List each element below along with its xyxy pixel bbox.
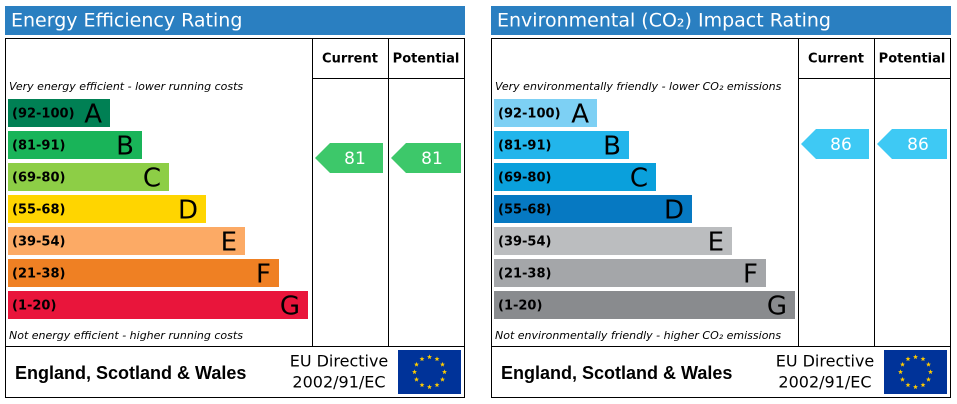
current-rating-arrow: [801, 129, 869, 159]
band-letter: E: [221, 228, 237, 258]
rating-band: [494, 195, 692, 223]
band-range: (1-20): [12, 299, 56, 314]
band-letter: B: [603, 132, 621, 162]
current-header: Current: [322, 52, 378, 67]
band-range: (81-91): [498, 139, 551, 154]
band-range: (81-91): [12, 139, 65, 154]
potential-rating-arrow: [391, 143, 461, 173]
rating-band: [494, 99, 597, 127]
eu-star: [926, 376, 931, 382]
bottom-note: Not energy efficient - higher running co…: [9, 329, 243, 342]
band-range: (92-100): [498, 107, 561, 122]
rating-band: [8, 163, 169, 191]
potential-header: Potential: [879, 52, 946, 67]
potential-rating: 81: [421, 149, 443, 169]
band-range: (21-38): [498, 267, 551, 282]
current-header: Current: [808, 52, 864, 67]
potential-header: Potential: [393, 52, 460, 67]
band-letter: E: [708, 228, 724, 258]
band-letter: F: [743, 260, 758, 290]
panel-title: Energy Efficiency Rating: [11, 10, 242, 32]
potential-rating-arrow: [877, 129, 947, 159]
eu-star: [928, 369, 933, 375]
eu-star: [905, 356, 911, 362]
band-range: (69-80): [498, 171, 551, 186]
eu-star: [920, 356, 926, 362]
panel-title: Environmental (CO₂) Impact Rating: [497, 10, 831, 32]
band-letter: F: [256, 260, 271, 290]
eu-star: [434, 356, 440, 362]
eu-star: [414, 376, 419, 382]
band-range: (1-20): [498, 299, 542, 314]
directive-line: 2002/91/EC: [778, 373, 871, 392]
band-range: (92-100): [12, 107, 75, 122]
top-note: Very environmentally friendly - lower CO…: [495, 80, 782, 93]
band-letter: D: [664, 196, 684, 226]
rating-band: [8, 291, 308, 319]
eu-star: [419, 356, 425, 362]
eu-star: [913, 384, 918, 390]
eu-star: [427, 384, 432, 390]
rating-band: [8, 99, 110, 127]
eu-star: [414, 361, 419, 367]
rating-band: [8, 259, 279, 287]
band-letter: B: [116, 132, 134, 162]
rating-band: [8, 195, 206, 223]
band-letter: C: [630, 164, 648, 194]
band-range: (55-68): [498, 203, 551, 218]
rating-band: [494, 163, 656, 191]
directive-line: EU Directive: [290, 352, 389, 371]
rating-band: [8, 131, 142, 159]
eu-star: [427, 354, 432, 360]
band-letter: A: [571, 100, 589, 130]
eu-star: [900, 376, 905, 382]
eu-star: [412, 369, 417, 375]
band-letter: G: [280, 292, 300, 322]
band-range: (39-54): [12, 235, 65, 250]
band-letter: A: [84, 100, 102, 130]
bottom-note: Not environmentally friendly - higher CO…: [495, 329, 781, 342]
band-letter: G: [767, 292, 787, 322]
title-bar: [491, 6, 951, 35]
eu-star: [905, 382, 911, 388]
current-rating: 86: [830, 135, 852, 155]
rating-band: [494, 131, 629, 159]
eu-star: [442, 369, 447, 375]
eu-star: [440, 361, 445, 367]
potential-rating: 86: [907, 135, 929, 155]
band-range: (69-80): [12, 171, 65, 186]
band-letter: D: [178, 196, 198, 226]
rating-panel: Environmental (CO₂) Impact Rating Current…: [491, 6, 951, 398]
eu-star: [434, 382, 440, 388]
current-rating: 81: [344, 149, 366, 169]
rating-band: [494, 227, 732, 255]
eu-star: [900, 361, 905, 367]
title-bar: [5, 6, 465, 35]
eu-star: [898, 369, 903, 375]
eu-star: [440, 376, 445, 382]
rating-band: [494, 259, 766, 287]
eu-star: [920, 382, 926, 388]
directive-line: 2002/91/EC: [292, 373, 385, 392]
top-note: Very energy efficient - lower running co…: [9, 80, 243, 93]
eu-star: [913, 354, 918, 360]
band-range: (21-38): [12, 267, 65, 282]
band-letter: C: [143, 164, 161, 194]
band-range: (39-54): [498, 235, 551, 250]
band-range: (55-68): [12, 203, 65, 218]
current-rating-arrow: [315, 143, 383, 173]
rating-band: [8, 227, 245, 255]
footer-region: England, Scotland & Wales: [15, 363, 246, 383]
eu-star: [419, 382, 425, 388]
eu-star: [926, 361, 931, 367]
rating-panel: Energy Efficiency Rating Current Potential…: [5, 6, 465, 398]
directive-line: EU Directive: [776, 352, 875, 371]
rating-band: [494, 291, 795, 319]
footer-region: England, Scotland & Wales: [501, 363, 732, 383]
